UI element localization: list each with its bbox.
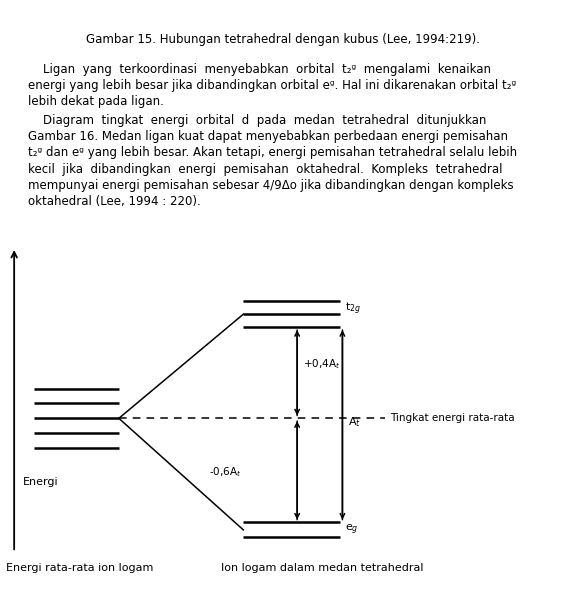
Text: kecil  jika  dibandingkan  energi  pemisahan  oktahedral.  Kompleks  tetrahedral: kecil jika dibandingkan energi pemisahan… — [28, 163, 503, 176]
Text: -0,6A$_{t}$: -0,6A$_{t}$ — [209, 466, 242, 479]
Text: mempunyai energi pemisahan sebesar 4/9Δo jika dibandingkan dengan kompleks: mempunyai energi pemisahan sebesar 4/9Δo… — [28, 179, 514, 192]
Text: +0,4A$_{t}$: +0,4A$_{t}$ — [303, 358, 340, 371]
Text: Ligan  yang  terkoordinasi  menyebabkan  orbital  t₂ᵍ  mengalami  kenaikan: Ligan yang terkoordinasi menyebabkan orb… — [28, 63, 491, 76]
Text: Gambar 16. Medan ligan kuat dapat menyebabkan perbedaan energi pemisahan: Gambar 16. Medan ligan kuat dapat menyeb… — [28, 130, 508, 143]
Text: Energi rata-rata ion logam: Energi rata-rata ion logam — [6, 563, 153, 572]
Text: t$_{2g}$: t$_{2g}$ — [345, 301, 361, 317]
Text: Gambar 15. Hubungan tetrahedral dengan kubus (Lee, 1994:219).: Gambar 15. Hubungan tetrahedral dengan k… — [86, 33, 480, 46]
Text: oktahedral (Lee, 1994 : 220).: oktahedral (Lee, 1994 : 220). — [28, 195, 201, 208]
Text: A$_{t}$: A$_{t}$ — [348, 415, 361, 429]
Text: t₂ᵍ dan eᵍ yang lebih besar. Akan tetapi, energi pemisahan tetrahedral selalu le: t₂ᵍ dan eᵍ yang lebih besar. Akan tetapi… — [28, 146, 517, 160]
Text: energi yang lebih besar jika dibandingkan orbital eᵍ. Hal ini dikarenakan orbita: energi yang lebih besar jika dibandingka… — [28, 79, 517, 92]
Text: Diagram  tingkat  energi  orbital  d  pada  medan  tetrahedral  ditunjukkan: Diagram tingkat energi orbital d pada me… — [28, 114, 487, 127]
Text: Tingkat energi rata-rata: Tingkat energi rata-rata — [391, 413, 515, 424]
Text: e$_{g}$: e$_{g}$ — [345, 523, 359, 537]
Text: lebih dekat pada ligan.: lebih dekat pada ligan. — [28, 95, 164, 109]
Text: Energi: Energi — [23, 476, 58, 487]
Text: Ion logam dalam medan tetrahedral: Ion logam dalam medan tetrahedral — [221, 563, 424, 572]
